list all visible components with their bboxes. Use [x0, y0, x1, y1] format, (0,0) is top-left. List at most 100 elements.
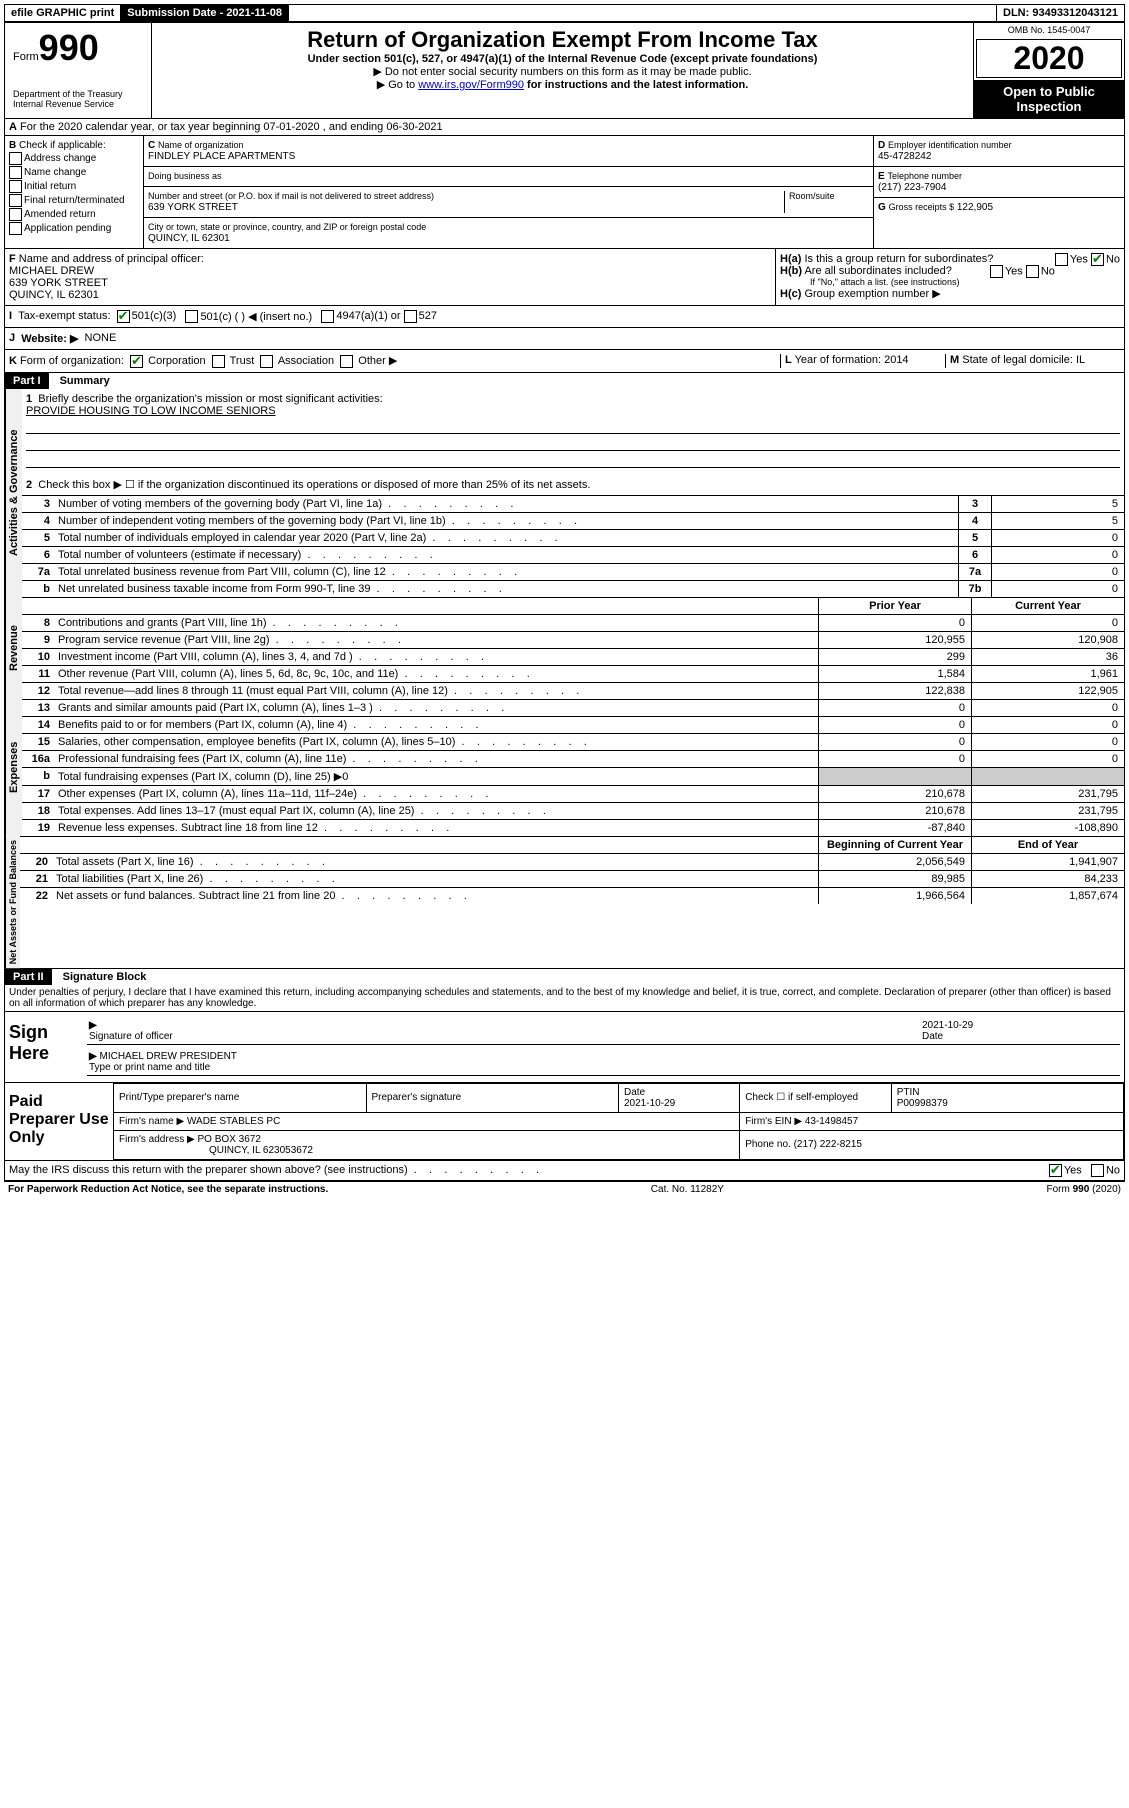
- line-value: 0: [991, 547, 1124, 563]
- f-label: Name and address of principal officer:: [19, 253, 204, 265]
- paid-preparer-label: Paid Preparer Use Only: [5, 1083, 113, 1160]
- irs-yes[interactable]: [1049, 1164, 1062, 1177]
- firm-ein: 43-1498457: [805, 1116, 858, 1127]
- tax-year-range: For the 2020 calendar year, or tax year …: [20, 121, 443, 133]
- row-klm: K Form of organization: Corporation Trus…: [5, 349, 1124, 372]
- state-domicile: IL: [1076, 354, 1085, 366]
- line-num: 15: [22, 734, 54, 750]
- single-value-lines: 3Number of voting members of the governi…: [22, 495, 1124, 597]
- chk-other[interactable]: [340, 355, 353, 368]
- officer-addr1: 639 YORK STREET: [9, 277, 108, 289]
- chk-final-return[interactable]: Final return/terminated: [9, 194, 139, 207]
- chk-initial-return[interactable]: Initial return: [9, 180, 139, 193]
- prior-value: 210,678: [818, 786, 971, 802]
- preparer-table: Print/Type preparer's name Preparer's si…: [113, 1083, 1124, 1160]
- line-desc: Total assets (Part X, line 16): [52, 854, 818, 870]
- org-city: QUINCY, IL 62301: [148, 233, 230, 244]
- sign-here-body: ▶ Signature of officer 2021-10-29 Date ▶…: [83, 1012, 1124, 1082]
- beginning-year-header: Beginning of Current Year: [818, 837, 971, 853]
- chk-application-pending[interactable]: Application pending: [9, 222, 139, 235]
- line-value: 0: [991, 564, 1124, 580]
- prior-value: 0: [818, 734, 971, 750]
- line-17: 17Other expenses (Part IX, column (A), l…: [22, 785, 1124, 802]
- revenue-label: Revenue: [5, 597, 22, 699]
- firm-addr-label: Firm's address ▶: [119, 1134, 195, 1145]
- line-desc: Salaries, other compensation, employee b…: [54, 734, 818, 750]
- chk-address-change[interactable]: Address change: [9, 152, 139, 165]
- line-7b: bNet unrelated business taxable income f…: [22, 580, 1124, 597]
- m-section: M State of legal domicile: IL: [945, 354, 1120, 368]
- current-value: 84,233: [971, 871, 1124, 887]
- mission-line3: [26, 436, 1120, 451]
- form-title: Return of Organization Exempt From Incom…: [160, 27, 965, 53]
- irs-discuss-row: May the IRS discuss this return with the…: [5, 1160, 1124, 1180]
- col-deg: D Employer identification number 45-4728…: [873, 136, 1124, 248]
- principal-officer: F Name and address of principal officer:…: [5, 249, 776, 305]
- line-b: bTotal fundraising expenses (Part IX, co…: [22, 767, 1124, 785]
- addr-label: Number and street (or P.O. box if mail i…: [148, 191, 434, 201]
- form990-link[interactable]: www.irs.gov/Form990: [418, 79, 524, 91]
- phone-cell: E Telephone number (217) 223-7904: [874, 167, 1124, 198]
- gross-value: 122,905: [957, 202, 993, 213]
- sig-officer-line[interactable]: ▶ Signature of officer: [87, 1018, 920, 1045]
- footer-left: For Paperwork Reduction Act Notice, see …: [8, 1184, 328, 1195]
- form-note2: ▶ Go to www.irs.gov/Form990 for instruct…: [160, 78, 965, 91]
- website-value: NONE: [85, 332, 117, 345]
- year-formation: 2014: [884, 354, 908, 366]
- city-label: City or town, state or province, country…: [148, 222, 426, 232]
- line-num: 13: [22, 700, 54, 716]
- line-num: 3: [22, 496, 54, 512]
- line-num: 17: [22, 786, 54, 802]
- dba-cell: Doing business as: [144, 167, 873, 187]
- chk-name-change[interactable]: Name change: [9, 166, 139, 179]
- line-box: 7a: [958, 564, 991, 580]
- footer-mid: Cat. No. 11282Y: [651, 1184, 724, 1195]
- top-bar: efile GRAPHIC print Submission Date - 20…: [4, 4, 1125, 22]
- chk-4947[interactable]: [321, 310, 334, 323]
- sig-date-label: Date: [922, 1031, 943, 1042]
- revenue-body: Prior Year Current Year 8Contributions a…: [22, 597, 1124, 699]
- prior-value: 1,584: [818, 666, 971, 682]
- perjury-declaration: Under penalties of perjury, I declare th…: [5, 985, 1124, 1011]
- chk-corporation[interactable]: [130, 355, 143, 368]
- chk-amended-return[interactable]: Amended return: [9, 208, 139, 221]
- chk-trust[interactable]: [212, 355, 225, 368]
- line-13: 13Grants and similar amounts paid (Part …: [22, 699, 1124, 716]
- prior-year-header: Prior Year: [818, 598, 971, 614]
- sign-here-label: Sign Here: [5, 1012, 83, 1082]
- line-num: 14: [22, 717, 54, 733]
- irs-no[interactable]: [1091, 1164, 1104, 1177]
- paid-preparer-section: Paid Preparer Use Only Print/Type prepar…: [5, 1082, 1124, 1160]
- dba-label: Doing business as: [148, 171, 222, 181]
- h-a: H(a) Is this a group return for subordin…: [780, 253, 1120, 265]
- prior-value: 0: [818, 700, 971, 716]
- hb-yes[interactable]: [990, 265, 1003, 278]
- gross-receipts-cell: G Gross receipts $ 122,905: [874, 198, 1124, 217]
- hb-no[interactable]: [1026, 265, 1039, 278]
- ha-no[interactable]: [1091, 253, 1104, 266]
- submission-date-button[interactable]: Submission Date - 2021-11-08: [121, 5, 289, 21]
- line-desc: Investment income (Part VIII, column (A)…: [54, 649, 818, 665]
- chk-association[interactable]: [260, 355, 273, 368]
- netassets-body: Beginning of Current Year End of Year 20…: [20, 836, 1124, 968]
- prep-date-value: 2021-10-29: [624, 1098, 675, 1109]
- line-num: b: [22, 581, 54, 597]
- chk-527[interactable]: [404, 310, 417, 323]
- line-9: 9Program service revenue (Part VIII, lin…: [22, 631, 1124, 648]
- line-desc: Total number of individuals employed in …: [54, 530, 958, 546]
- prep-check-label[interactable]: Check ☐ if self-employed: [745, 1092, 858, 1103]
- line-desc: Revenue less expenses. Subtract line 18 …: [54, 820, 818, 836]
- gross-label: Gross receipts $: [889, 202, 955, 212]
- ha-yes[interactable]: [1055, 253, 1068, 266]
- line-3: 3Number of voting members of the governi…: [22, 495, 1124, 512]
- h-b-note: If "No," attach a list. (see instruction…: [780, 277, 1120, 287]
- line-desc: Grants and similar amounts paid (Part IX…: [54, 700, 818, 716]
- chk-501c3[interactable]: [117, 310, 130, 323]
- line-22: 22Net assets or fund balances. Subtract …: [20, 887, 1124, 904]
- sign-here-section: Sign Here ▶ Signature of officer 2021-10…: [5, 1011, 1124, 1082]
- form-number: 990: [39, 27, 99, 68]
- chk-501c[interactable]: [185, 310, 198, 323]
- part2-title: Signature Block: [55, 971, 147, 983]
- prior-value: 2,056,549: [818, 854, 971, 870]
- row-bcdeg: B Check if applicable: Address change Na…: [5, 135, 1124, 248]
